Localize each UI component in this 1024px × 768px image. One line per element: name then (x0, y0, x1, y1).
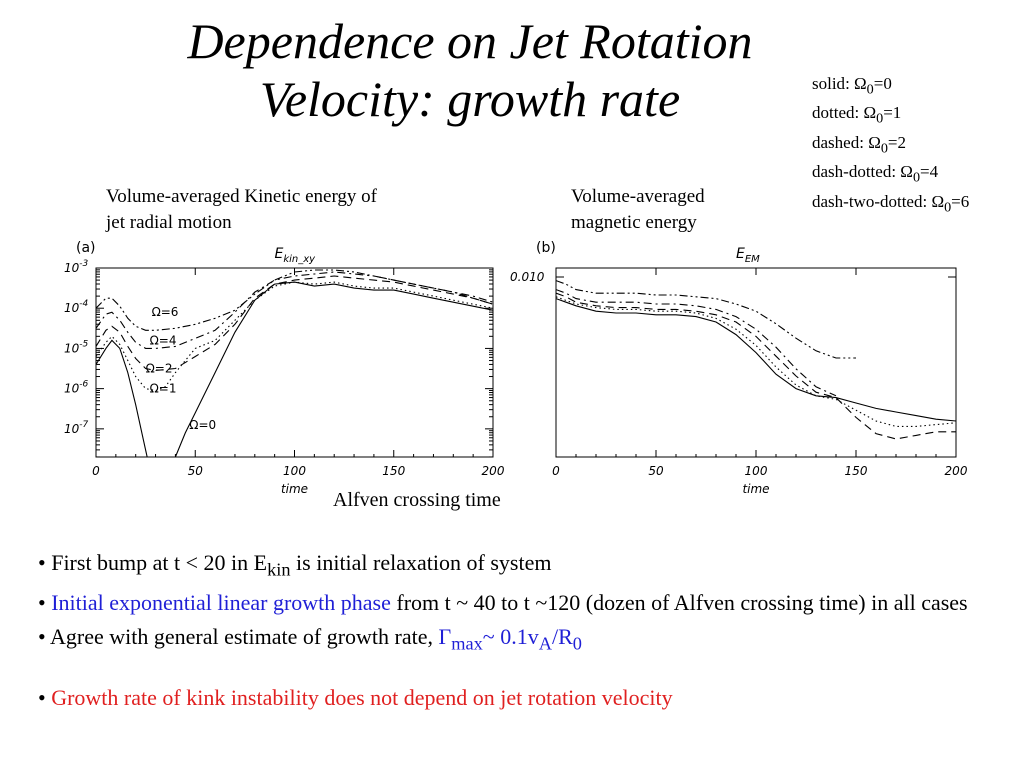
series-line-dotted (556, 296, 956, 427)
legend-row-dash-dotted: dash-dotted: Ω0=4 (812, 162, 939, 186)
bullet-3-pre: Agree with general estimate of growth ra… (50, 624, 439, 650)
legend-style: dash-dotted (812, 162, 892, 182)
x-tick-label: 100 (745, 464, 768, 478)
bullet-1-pre: First bump at t < 20 in E (51, 550, 268, 575)
plot-title: Ekin_xy (275, 246, 317, 265)
series-line-dashdotdot (556, 280, 856, 359)
y-tick-label: 10-4 (64, 299, 89, 315)
legend-row-dotted: dotted: Ω0=1 (812, 103, 902, 127)
series-line-dashdot (96, 271, 493, 349)
bullet-2-highlight: Initial exponential linear growth phase (51, 590, 391, 616)
legend-omega: 4 (929, 162, 939, 182)
formula-slash: /R (551, 624, 573, 650)
bullet-1-sub: kin (267, 559, 291, 580)
x-tick-label: 100 (283, 464, 306, 478)
bullet-list: • First bump at t < 20 in Ekin is initia… (38, 546, 998, 715)
panel-label: (a) (76, 240, 96, 256)
legend-row-solid: solid: Ω0=0 (812, 74, 892, 98)
legend-omega: 0 (883, 74, 892, 93)
x-tick-label: 50 (188, 464, 204, 478)
legend-row-dashed: dashed: Ω0=2 (812, 132, 907, 157)
y-tick-exponent: -5 (79, 339, 88, 349)
legend-omega: 6 (960, 191, 970, 211)
bullet-1: • First bump at t < 20 in Ekin is initia… (38, 550, 552, 580)
curve-label: Ω=4 (150, 333, 177, 347)
growth-rate-formula: Γmax~ 0.1vA/R0 (438, 624, 582, 653)
formula-mid: ~ 0.1v (482, 624, 539, 650)
y-tick-label: 10-5 (64, 339, 89, 355)
x-tick-label: 150 (382, 464, 405, 478)
legend-omega: 1 (892, 103, 902, 123)
legend-row-dash-two-dotted: dash-two-dotted: Ω0=6 (812, 191, 970, 215)
legend-style: dotted (812, 103, 855, 123)
plot-title-subscript: kin_xy (283, 254, 316, 265)
plot-frame (555, 267, 957, 458)
x-tick-label: 50 (648, 464, 664, 478)
x-tick-label: 0 (552, 464, 560, 478)
series-line-dashdotdot (96, 269, 493, 331)
x-axis-title: time (281, 482, 308, 496)
x-tick-label: 200 (945, 464, 968, 478)
caption-line: jet radial motion (106, 212, 232, 233)
series-line-solid (556, 298, 956, 422)
curve-label: Ω=2 (146, 362, 173, 376)
slide-title-line1: Dependence on Jet Rotation (187, 13, 753, 69)
radius-sub: 0 (572, 633, 582, 654)
series-group (556, 280, 956, 440)
y-tick-exponent: -4 (79, 299, 88, 309)
bullet-2-rest: from t ~ 40 to t ~120 (dozen of Alfven c… (390, 590, 968, 616)
y-tick-exponent: -6 (79, 380, 88, 390)
legend-omega: 2 (897, 132, 907, 152)
bullet-3: • Agree with general estimate of growth … (38, 624, 582, 654)
slide-title: Dependence on Jet Rotation Velocity: gro… (0, 12, 940, 128)
gamma-sub: max (451, 633, 483, 654)
panel-label: (b) (536, 240, 556, 256)
y-tick-label: 10-6 (64, 380, 89, 396)
curve-label: Ω=6 (152, 305, 179, 319)
y-tick-label: 0.010 (510, 270, 545, 284)
plot-title: EEM (736, 246, 760, 265)
curve-label: Ω=1 (150, 382, 177, 396)
y-tick-exponent: -7 (79, 420, 88, 430)
bullet-4-text: Growth rate of kink instability does not… (51, 684, 673, 710)
series-line-dotted (96, 281, 493, 392)
caption-magnetic-energy: Volume-averaged magnetic energy (571, 184, 705, 236)
x-tick-label: 200 (482, 464, 505, 478)
x-tick-label: 0 (92, 464, 100, 478)
plot-frame (95, 267, 494, 458)
caption-line: Volume-averaged (571, 186, 705, 207)
legend-style: solid (812, 74, 846, 93)
slide-title-line2: Velocity: growth rate (259, 71, 681, 127)
curve-label: Ω=0 (189, 418, 216, 432)
alfven-sub: A (538, 633, 552, 654)
legend-style: dashed (812, 132, 860, 152)
caption-line: Volume-averaged Kinetic energy of (106, 186, 378, 207)
y-tick-exponent: -3 (79, 259, 88, 269)
plot-title-subscript: EM (745, 254, 760, 265)
x-tick-label: 150 (845, 464, 868, 478)
line-style-legend: solid: Ω0=0 dotted: Ω0=1 dashed: Ω0=2 da… (812, 72, 969, 219)
y-tick-label: 10-7 (64, 420, 89, 436)
bullet-4: • Growth rate of kink instability does n… (38, 684, 673, 710)
series-line-dashed (96, 275, 493, 372)
series-line-dashdot (556, 289, 837, 397)
caption-kinetic-energy: Volume-averaged Kinetic energy of jet ra… (106, 184, 377, 236)
series-line-dashed (556, 292, 956, 440)
series-line-solid (96, 281, 493, 457)
x-axis-title: time (742, 482, 769, 496)
series-group (96, 269, 493, 457)
bullet-1-post: is initial relaxation of system (290, 550, 552, 575)
gamma-symbol: Γ (438, 624, 452, 650)
y-tick-label: 10-3 (64, 259, 89, 275)
bullet-2: • Initial exponential linear growth phas… (38, 590, 968, 616)
caption-line: magnetic energy (571, 212, 697, 233)
x-axis-caption: Alfven crossing time (333, 489, 501, 511)
legend-style: dash-two-dotted (812, 191, 923, 211)
